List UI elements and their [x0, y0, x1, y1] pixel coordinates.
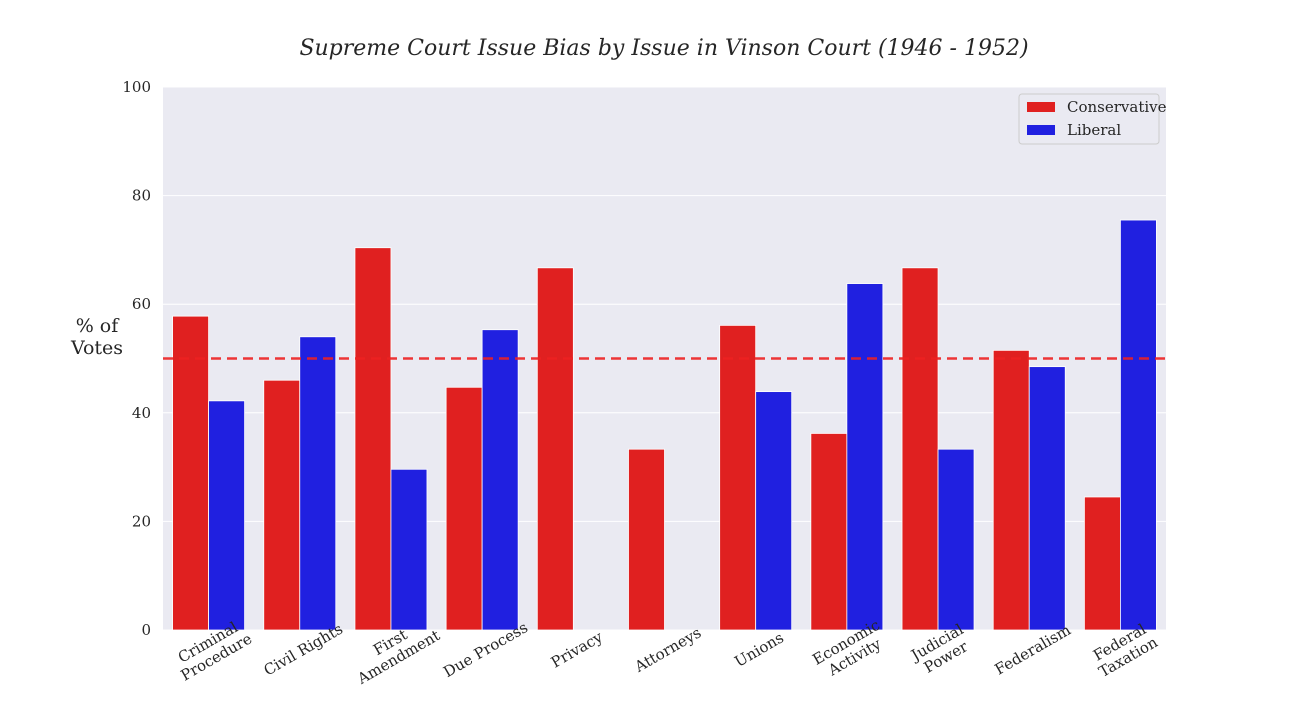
- bar-liberal: [390, 468, 428, 631]
- bar-conservative: [1084, 496, 1121, 631]
- legend-swatch-conservative: [1027, 102, 1055, 112]
- legend: Conservative Liberal: [1018, 93, 1167, 145]
- bar-liberal: [755, 391, 793, 631]
- bar-conservative: [719, 324, 757, 631]
- y-axis-label-text: % of Votes: [70, 315, 123, 359]
- bars: [172, 219, 1157, 631]
- y-tick-label: 40: [132, 404, 151, 422]
- bar-conservative: [354, 247, 392, 631]
- bar-conservative: [628, 448, 665, 631]
- legend-swatch-liberal: [1027, 125, 1055, 135]
- y-tick-labels: 0 20 40 60 80 100: [122, 78, 151, 639]
- y-tick-label: 20: [132, 512, 151, 530]
- y-tick-label: 100: [122, 78, 151, 96]
- bar-liberal: [208, 400, 245, 631]
- bar-liberal: [481, 329, 519, 631]
- bar-conservative: [445, 386, 483, 631]
- bar-liberal: [299, 336, 337, 631]
- bar-liberal: [1120, 219, 1157, 631]
- bar-conservative: [536, 267, 574, 631]
- bar-conservative: [992, 349, 1030, 631]
- bar-conservative: [172, 315, 209, 631]
- bar-conservative: [263, 379, 301, 631]
- y-axis-label: % of Votes: [70, 315, 123, 359]
- legend-label-conservative: Conservative: [1067, 98, 1167, 116]
- y-tick-label: 80: [132, 187, 151, 205]
- x-tick-label: Privacy: [548, 628, 606, 672]
- bar-conservative: [810, 433, 848, 631]
- bar-liberal: [937, 448, 975, 631]
- x-tick-label: Unions: [732, 629, 787, 671]
- legend-label-liberal: Liberal: [1067, 121, 1121, 139]
- y-tick-label: 60: [132, 295, 151, 313]
- y-tick-label: 0: [141, 621, 151, 639]
- bar-conservative: [901, 267, 939, 631]
- bar-liberal: [1028, 366, 1066, 631]
- x-tick-label: Attorneys: [631, 623, 705, 676]
- bar-liberal: [846, 283, 884, 631]
- chart-title: Supreme Court Issue Bias by Issue in Vin…: [299, 36, 1028, 61]
